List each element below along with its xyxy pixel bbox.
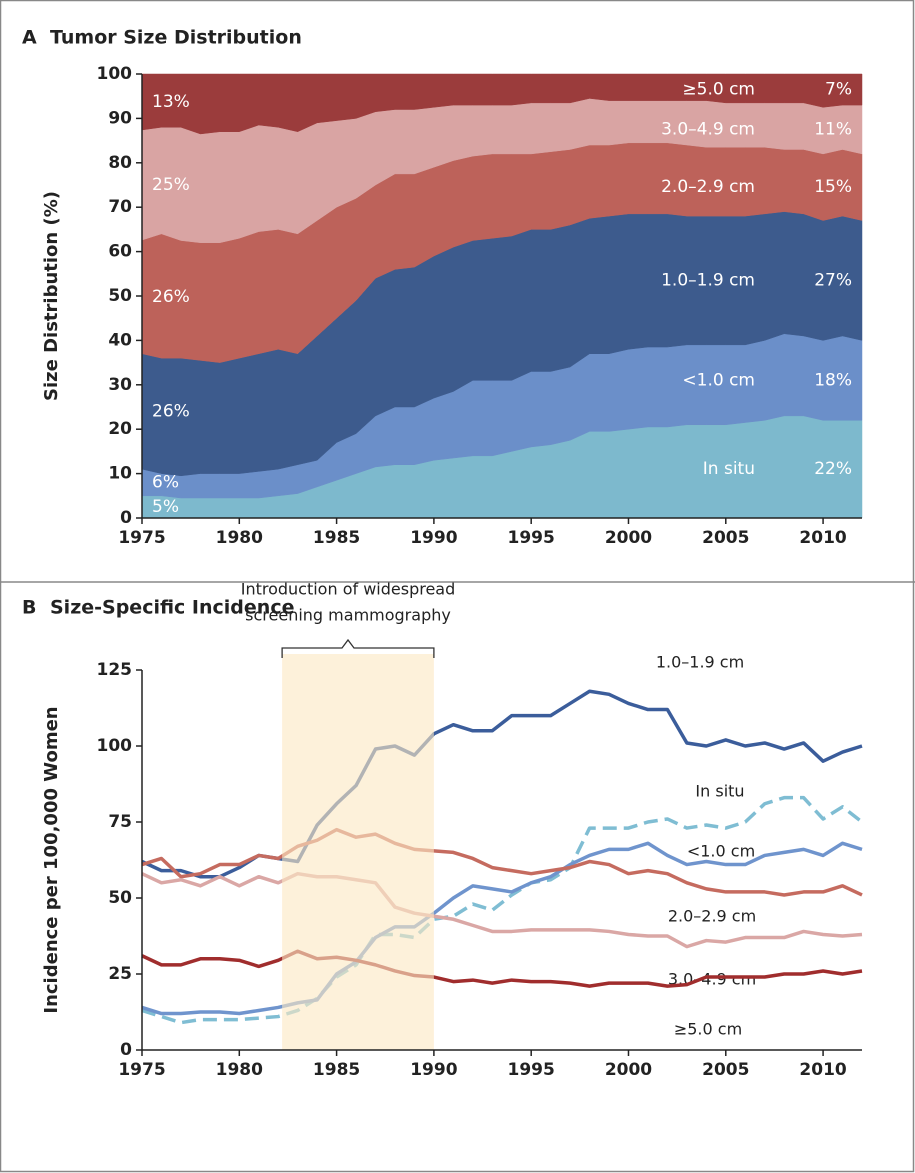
y-tick-label: 90 xyxy=(108,108,132,128)
x-tick-label: 1975 xyxy=(118,1060,165,1080)
series-label: In situ xyxy=(695,782,744,801)
x-tick-label: 1975 xyxy=(118,528,165,548)
value-label: 22% xyxy=(814,459,852,479)
line xyxy=(141,827,863,897)
y-tick-label: 0 xyxy=(120,508,132,528)
x-tick-label: 2000 xyxy=(605,528,652,548)
y-tick-label: 70 xyxy=(108,197,132,217)
series-label: ≥5.0 cm xyxy=(682,80,755,100)
series-label: 2.0–2.9 cm xyxy=(668,907,756,926)
y-axis-title: Size Distribution (%) xyxy=(41,191,62,401)
line xyxy=(141,841,863,1016)
y-tick-label: 60 xyxy=(108,242,132,262)
annotation: Introduction of widespread xyxy=(241,580,456,599)
x-tick-label: 2005 xyxy=(702,528,749,548)
y-tick-label: 30 xyxy=(108,375,132,395)
line xyxy=(141,871,863,949)
value-label: 7% xyxy=(825,80,852,100)
value-label: 18% xyxy=(814,370,852,390)
y-tick-label: 50 xyxy=(108,286,132,306)
bracket xyxy=(281,638,435,658)
line xyxy=(141,795,864,1025)
y-tick-label: 125 xyxy=(97,660,133,680)
value-label: 13% xyxy=(152,92,190,112)
y-tick-label: 100 xyxy=(97,64,133,84)
x-tick-label: 1990 xyxy=(410,1060,457,1080)
y-tick-label: 80 xyxy=(108,153,132,173)
annotation: screening mammography xyxy=(245,606,451,625)
value-label: 27% xyxy=(814,270,852,290)
x-tick-label: 2000 xyxy=(605,1060,652,1080)
panel-title: Tumor Size Distribution xyxy=(50,27,302,49)
value-label: 25% xyxy=(152,175,190,195)
area xyxy=(141,73,863,135)
value-label: 26% xyxy=(152,287,190,307)
line xyxy=(141,949,863,988)
y-tick-label: 40 xyxy=(108,330,132,350)
y-tick-label: 10 xyxy=(108,464,132,484)
x-tick-label: 1985 xyxy=(313,528,360,548)
series-label: <1.0 cm xyxy=(682,370,755,390)
screening-band xyxy=(282,654,434,1050)
panel-title: Size-Specific Incidence xyxy=(50,597,294,619)
series-label: In situ xyxy=(703,459,755,479)
x-tick-label: 1995 xyxy=(508,528,555,548)
y-axis-title: Incidence per 100,000 Women xyxy=(41,706,62,1013)
y-tick-label: 0 xyxy=(120,1040,132,1060)
x-tick-label: 1995 xyxy=(508,1060,555,1080)
series-label: 2.0–2.9 cm xyxy=(661,177,755,197)
y-tick-label: 100 xyxy=(97,736,133,756)
x-tick-label: 1985 xyxy=(313,1060,360,1080)
series-label: ≥5.0 cm xyxy=(674,1020,742,1039)
x-tick-label: 2010 xyxy=(799,528,846,548)
value-label: 11% xyxy=(814,120,852,140)
x-tick-label: 1980 xyxy=(216,1060,263,1080)
x-tick-label: 1990 xyxy=(410,528,457,548)
panel-letter: B xyxy=(22,597,36,619)
value-label: 6% xyxy=(152,472,179,492)
x-tick-label: 2010 xyxy=(799,1060,846,1080)
value-label: 5% xyxy=(152,497,179,517)
x-tick-label: 1980 xyxy=(216,528,263,548)
series-label: 1.0–1.9 cm xyxy=(661,270,755,290)
value-label: 15% xyxy=(814,177,852,197)
y-tick-label: 50 xyxy=(108,888,132,908)
panel-letter: A xyxy=(22,27,37,49)
series-label: 1.0–1.9 cm xyxy=(656,653,744,672)
value-label: 26% xyxy=(152,401,190,421)
series-label: 3.0–4.9 cm xyxy=(661,120,755,140)
y-tick-label: 75 xyxy=(108,812,132,832)
x-tick-label: 2005 xyxy=(702,1060,749,1080)
series-label: <1.0 cm xyxy=(687,842,755,861)
y-tick-label: 25 xyxy=(108,964,132,984)
y-tick-label: 20 xyxy=(108,419,132,439)
